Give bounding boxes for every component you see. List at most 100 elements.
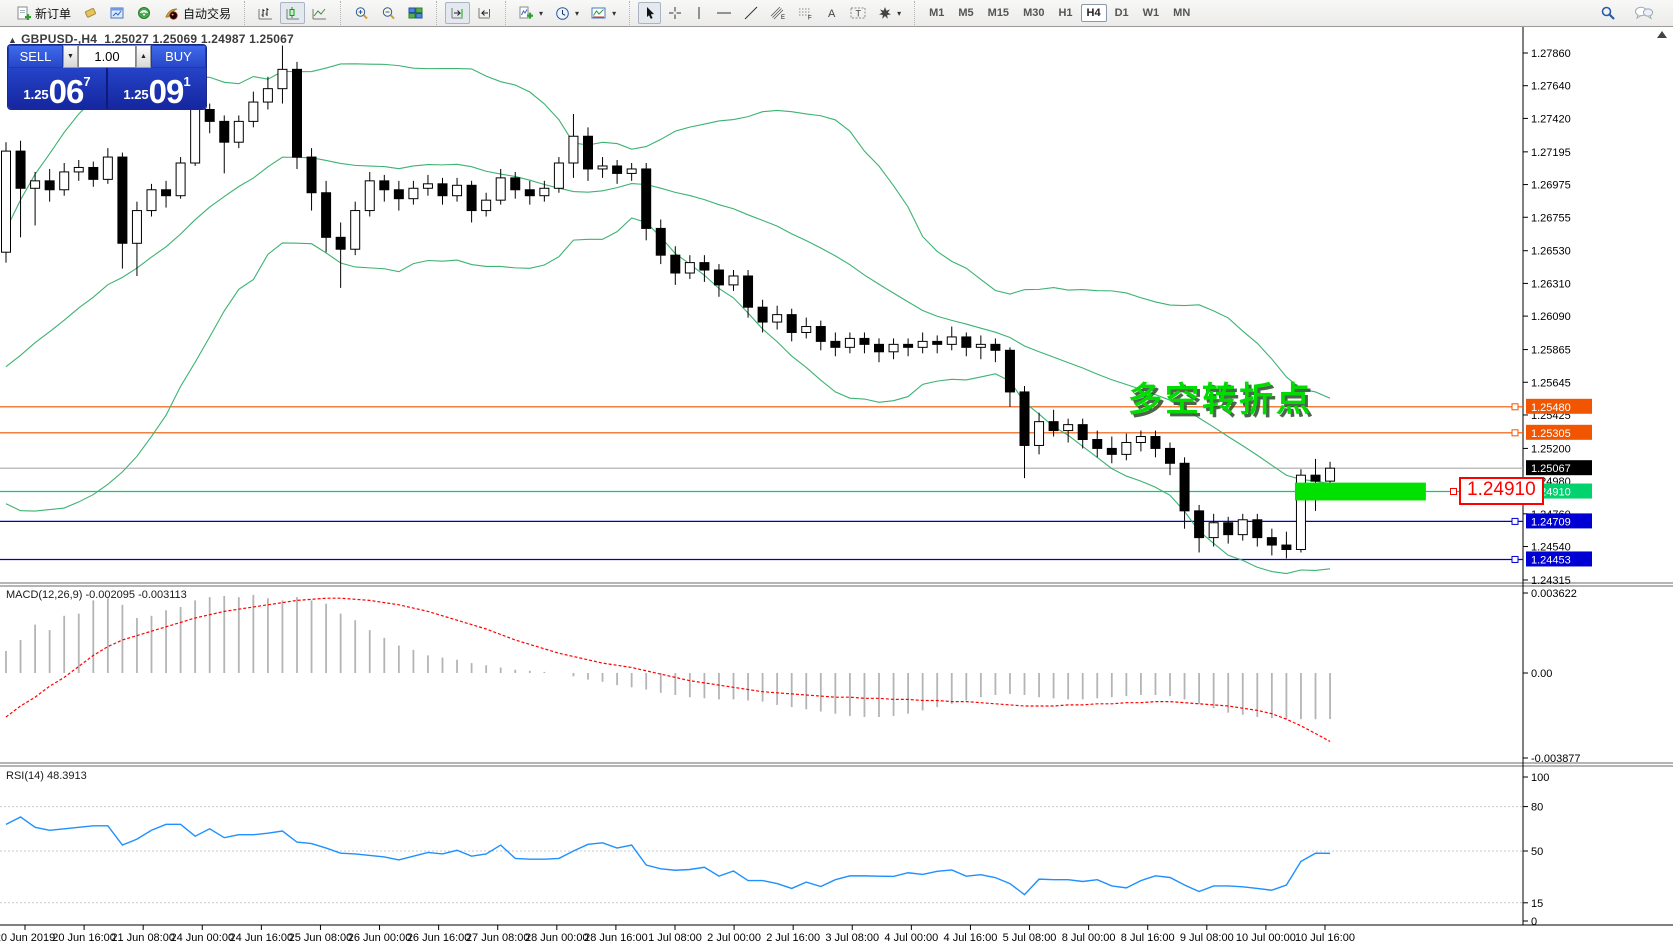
eraser-icon [83,6,98,20]
candle-body [1266,537,1277,546]
candle-body [1106,447,1117,455]
price-level-badge-text: 1.24453 [1531,554,1571,566]
chart-text-annotation[interactable]: 多空转折点 [1128,381,1313,419]
time-tick-label: 21 Jun 08:00 [111,932,175,944]
buy-button[interactable]: BUY [151,45,206,68]
macd-pane [5,594,1331,742]
line-chart-button[interactable] [307,2,332,24]
bollinger-bands [5,63,1331,575]
candle-body [1208,522,1219,539]
vertical-line-tool-button[interactable] [689,2,709,24]
volume-increase-button[interactable]: ▲ [136,45,151,68]
cursor-tool-button[interactable] [638,2,662,24]
line-chart-icon [312,6,327,20]
price-level-badge [1526,398,1592,414]
autotrading-button[interactable]: 自动交易 [159,2,236,24]
timeframe-M30[interactable]: M30 [1023,7,1045,19]
candle-body [59,171,70,191]
price-axis[interactable]: 1.27860 1.27640 1.27420 1.27195 1.26975 1.267… [1523,48,1592,928]
tile-windows-button[interactable] [403,2,428,24]
timeframe-W1[interactable]: W1 [1142,7,1160,19]
arrows-tool-button[interactable]: ▾ [873,2,906,24]
svg-text:F: F [808,16,812,21]
candle-body [481,199,492,212]
candle-body [1310,474,1321,482]
eraser-button[interactable] [78,2,103,24]
level-lines [0,403,1523,563]
rsi-tick-label: 80 [1531,802,1543,814]
svg-text:T: T [856,9,862,19]
candle-body [844,337,855,348]
level-line-marker[interactable] [1511,403,1519,411]
timeframe-H4[interactable]: H4 [1080,4,1107,22]
bars-chart-button[interactable] [253,2,278,24]
volume-decrease-button[interactable]: ▼ [63,45,78,68]
buy-price[interactable]: 1.25 09 1 [108,68,206,109]
timeframe-H1[interactable]: H1 [1058,7,1073,19]
timeframe-M15[interactable]: M15 [987,7,1010,19]
level-line-marker[interactable] [1511,429,1519,437]
signal-button[interactable] [132,2,157,24]
new-order-button[interactable]: 新订单 [12,2,76,24]
level-line-marker[interactable] [1511,517,1519,525]
timeframe-D1[interactable]: D1 [1114,7,1129,19]
toolbar-group-scroll [436,1,503,25]
volume-input[interactable] [78,45,136,68]
crosshair-tool-button[interactable] [663,2,687,24]
chart-frame [0,27,1673,926]
text-tool-button[interactable]: A [821,2,843,24]
scroll-up-arrow-icon[interactable] [1657,31,1667,38]
macd-pane-label: MACD(12,26,9) -0.002095 -0.003113 [6,589,187,601]
candle-body [1165,447,1175,464]
chat-button[interactable] [1629,2,1659,24]
timeframe-M1[interactable]: M1 [929,7,945,19]
time-tick-label: 10 Jul 00:00 [1236,932,1296,944]
candle-body [306,156,317,194]
candles-chart-button[interactable] [280,2,306,24]
candle-body [117,156,128,244]
chart-window-button[interactable] [105,2,130,24]
timeframe-MN[interactable]: MN [1173,7,1191,19]
search-button[interactable] [1595,2,1621,24]
auto-scroll-button[interactable] [445,2,471,24]
toolbar-group-insert: ▾ ▾ ▾ [505,1,627,25]
price-level-badge-text: 1.24709 [1531,516,1571,528]
trendline-tool-button[interactable] [739,2,763,24]
candle-body [1063,424,1074,432]
price-divider [106,68,108,109]
chart-shift-button[interactable] [472,2,497,24]
sell-price[interactable]: 1.25 06 7 [8,68,106,109]
candle-body [641,168,652,229]
zoom-out-button[interactable] [376,2,401,24]
price-tick-label: 1.24540 [1531,542,1571,554]
horizontal-line-tool-button[interactable] [711,2,737,24]
toolbar: 新订单 自动交易 [0,0,1673,27]
templates-button[interactable]: ▾ [586,2,621,24]
time-tick-label: 9 Jul 08:00 [1180,932,1234,944]
fibonacci-tool-button[interactable]: F [793,2,819,24]
text-label-tool-button[interactable]: T [845,2,871,24]
channel-tool-button[interactable]: E [765,2,791,24]
sell-price-point: 7 [83,74,91,89]
candle-body [452,184,463,197]
price-level-badge-text: 1.25305 [1531,428,1571,440]
sell-button[interactable]: SELL [8,45,63,68]
candle-body [801,326,812,333]
periods-clock-button[interactable]: ▾ [550,2,584,24]
timeframe-M5[interactable]: M5 [958,7,974,19]
level-line-marker[interactable] [1511,555,1519,563]
buy-price-point: 1 [183,74,191,89]
candle-body [699,262,710,271]
candle-body [539,187,550,197]
price-tag-label[interactable]: 1.24910 [1459,477,1544,505]
zoom-in-button[interactable] [349,2,374,24]
price-tick-label: 1.25200 [1531,443,1571,455]
highlight-rectangle[interactable] [1294,482,1426,501]
clock-icon [555,6,570,21]
candle-body [1194,510,1205,539]
candle-body [903,343,914,348]
indicators-button[interactable]: ▾ [514,2,548,24]
candle-body [612,165,623,174]
